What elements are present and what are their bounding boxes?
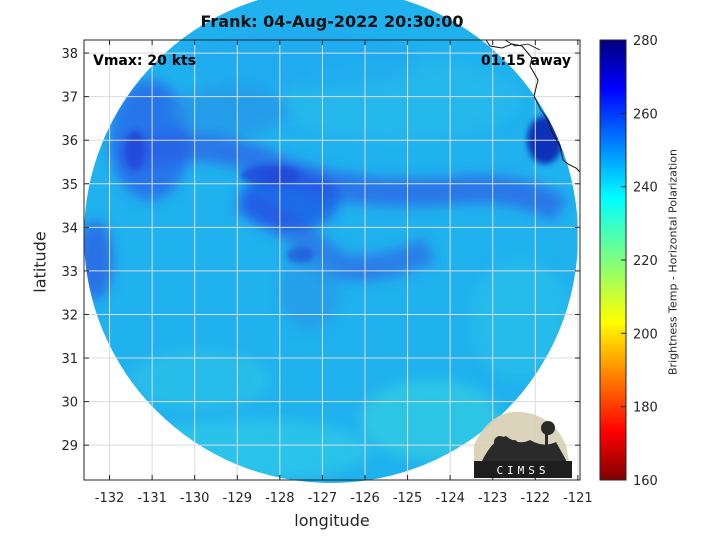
x-tick-label: -130: [180, 491, 210, 506]
y-tick-label: 34: [61, 221, 78, 236]
x-tick-label: -129: [223, 491, 253, 506]
logo-text: CIMSS: [496, 464, 549, 477]
y-tick-label: 35: [61, 178, 78, 193]
x-tick-label: -126: [350, 491, 380, 506]
x-tick-label: -132: [95, 491, 125, 506]
x-tick-label: -128: [265, 491, 295, 506]
x-tick-label: -121: [563, 491, 593, 506]
y-tick-label: 31: [61, 352, 78, 367]
colorbar-label: Brightness Temp - Horizontal Polarizatio…: [666, 149, 680, 375]
colorbar-tick-label: 280: [633, 34, 658, 49]
colorbar-tick-label: 260: [633, 107, 658, 122]
y-tick-label: 29: [61, 439, 78, 454]
x-axis: -132 -131 -130 -129 -128 -127 -126 -125 -124 -123…: [95, 40, 593, 506]
y-axis: 29 30 31 32 33 34 35 36 37 38: [61, 47, 580, 454]
coastline: [485, 39, 581, 173]
x-tick-label: -123: [478, 491, 508, 506]
y-tick-label: 30: [61, 396, 78, 411]
colorbar-tick-label: 240: [633, 181, 658, 196]
vmax-label: Vmax: 20 kts: [93, 53, 197, 69]
satellite-swath: [84, 0, 578, 483]
y-axis-label: latitude: [30, 231, 50, 293]
colorbar-tick-label: 220: [633, 254, 658, 269]
colorbar-ticks: 160 180 200 220 240 260 280: [621, 34, 658, 489]
y-tick-label: 36: [61, 134, 78, 149]
x-tick-label: -122: [521, 491, 551, 506]
coastline-bay: [504, 39, 541, 51]
x-tick-label: -125: [393, 491, 423, 506]
y-tick-label: 32: [61, 308, 78, 323]
cimss-logo: CIMSS: [474, 411, 572, 478]
y-tick-label: 38: [61, 47, 78, 62]
x-tick-label: -124: [435, 491, 465, 506]
x-tick-label: -127: [308, 491, 338, 506]
map-title: Frank: 04-Aug-2022 20:30:00: [200, 12, 464, 31]
colorbar-tick-label: 200: [633, 327, 658, 342]
y-tick-label: 33: [61, 265, 78, 280]
x-axis-label: longitude: [294, 511, 370, 530]
axes-frame: [83, 39, 581, 481]
colorbar-tick-label: 160: [633, 474, 658, 489]
colorbar-tick-label: 180: [633, 401, 658, 416]
time-away-label: 01:15 away: [481, 53, 571, 69]
x-tick-label: -131: [137, 491, 167, 506]
y-tick-label: 37: [61, 91, 78, 106]
